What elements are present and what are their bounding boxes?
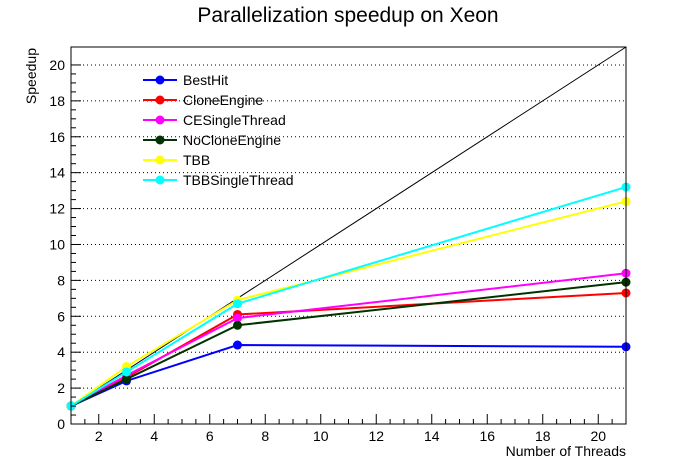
legend-label: TBBSingleThread bbox=[183, 172, 294, 188]
x-tick-label: 6 bbox=[206, 428, 214, 444]
y-tick-label: 16 bbox=[49, 129, 65, 145]
y-tick-label: 4 bbox=[57, 344, 65, 360]
legend-swatch-marker bbox=[155, 175, 165, 185]
x-tick-label: 4 bbox=[150, 428, 158, 444]
legend-label: CloneEngine bbox=[183, 92, 263, 108]
legend-swatch-marker bbox=[155, 95, 165, 105]
y-tick-label: 10 bbox=[49, 236, 65, 252]
legend-item: TBBSingleThread bbox=[143, 172, 294, 188]
legend-item: NoCloneEngine bbox=[143, 132, 281, 148]
ideal-speedup-line-path bbox=[70, 46, 627, 407]
series-group bbox=[66, 182, 631, 411]
y-tick-label: 14 bbox=[49, 165, 65, 181]
legend-label: CESingleThread bbox=[183, 112, 286, 128]
y-tick-label: 12 bbox=[49, 201, 65, 217]
grid bbox=[71, 64, 626, 389]
series-cloneengine bbox=[66, 288, 631, 411]
ideal-speedup-line bbox=[70, 46, 627, 407]
legend-label: TBB bbox=[183, 152, 210, 168]
x-tick-label: 8 bbox=[261, 428, 269, 444]
legend-swatch-marker bbox=[155, 115, 165, 125]
x-tick-label: 18 bbox=[535, 428, 551, 444]
x-axis-title: Number of Threads bbox=[506, 443, 626, 459]
x-tick-label: 14 bbox=[424, 428, 440, 444]
x-tick-label: 10 bbox=[313, 428, 329, 444]
x-tick-label: 12 bbox=[368, 428, 384, 444]
series-cesinglethread bbox=[66, 268, 631, 411]
legend-swatch-marker bbox=[155, 75, 165, 85]
y-tick-label: 0 bbox=[57, 416, 65, 432]
legend-item: CESingleThread bbox=[143, 112, 286, 128]
series-line bbox=[70, 200, 627, 407]
x-tick-label: 16 bbox=[479, 428, 495, 444]
data-point bbox=[233, 320, 242, 330]
legend-label: NoCloneEngine bbox=[183, 132, 281, 148]
y-axis-title: Speedup bbox=[23, 48, 39, 104]
data-point bbox=[233, 340, 242, 350]
legend: BestHit CloneEngine CESingleThread NoCloneE… bbox=[143, 72, 294, 188]
y-tick-label: 20 bbox=[49, 57, 65, 73]
legend-item: CloneEngine bbox=[143, 92, 263, 108]
legend-item: BestHit bbox=[143, 72, 228, 88]
legend-swatch-marker bbox=[155, 155, 165, 165]
plot-frame bbox=[70, 46, 627, 425]
legend-item: TBB bbox=[143, 152, 210, 168]
chart-title: Parallelization speedup on Xeon bbox=[197, 4, 498, 27]
y-tick-label: 18 bbox=[49, 93, 65, 109]
series-line bbox=[70, 186, 627, 407]
legend-swatch-marker bbox=[155, 135, 165, 145]
x-tick-label: 2 bbox=[95, 428, 103, 444]
data-point bbox=[122, 367, 131, 377]
legend-label: BestHit bbox=[183, 72, 228, 88]
data-point bbox=[233, 313, 242, 323]
data-point bbox=[233, 299, 242, 309]
data-point bbox=[122, 374, 131, 384]
x-tick-label: 20 bbox=[590, 428, 606, 444]
y-tick-label: 2 bbox=[57, 380, 65, 396]
axis-ticks: 0 2 4 6 8 10 12 14 16 18 20 2 4 6 8 10 12 14 16 18 20 bbox=[49, 57, 627, 444]
y-tick-label: 6 bbox=[57, 308, 65, 324]
series-line bbox=[70, 281, 627, 407]
series-line bbox=[70, 272, 627, 407]
y-tick-label: 8 bbox=[57, 272, 65, 288]
series-tbb bbox=[66, 196, 631, 411]
